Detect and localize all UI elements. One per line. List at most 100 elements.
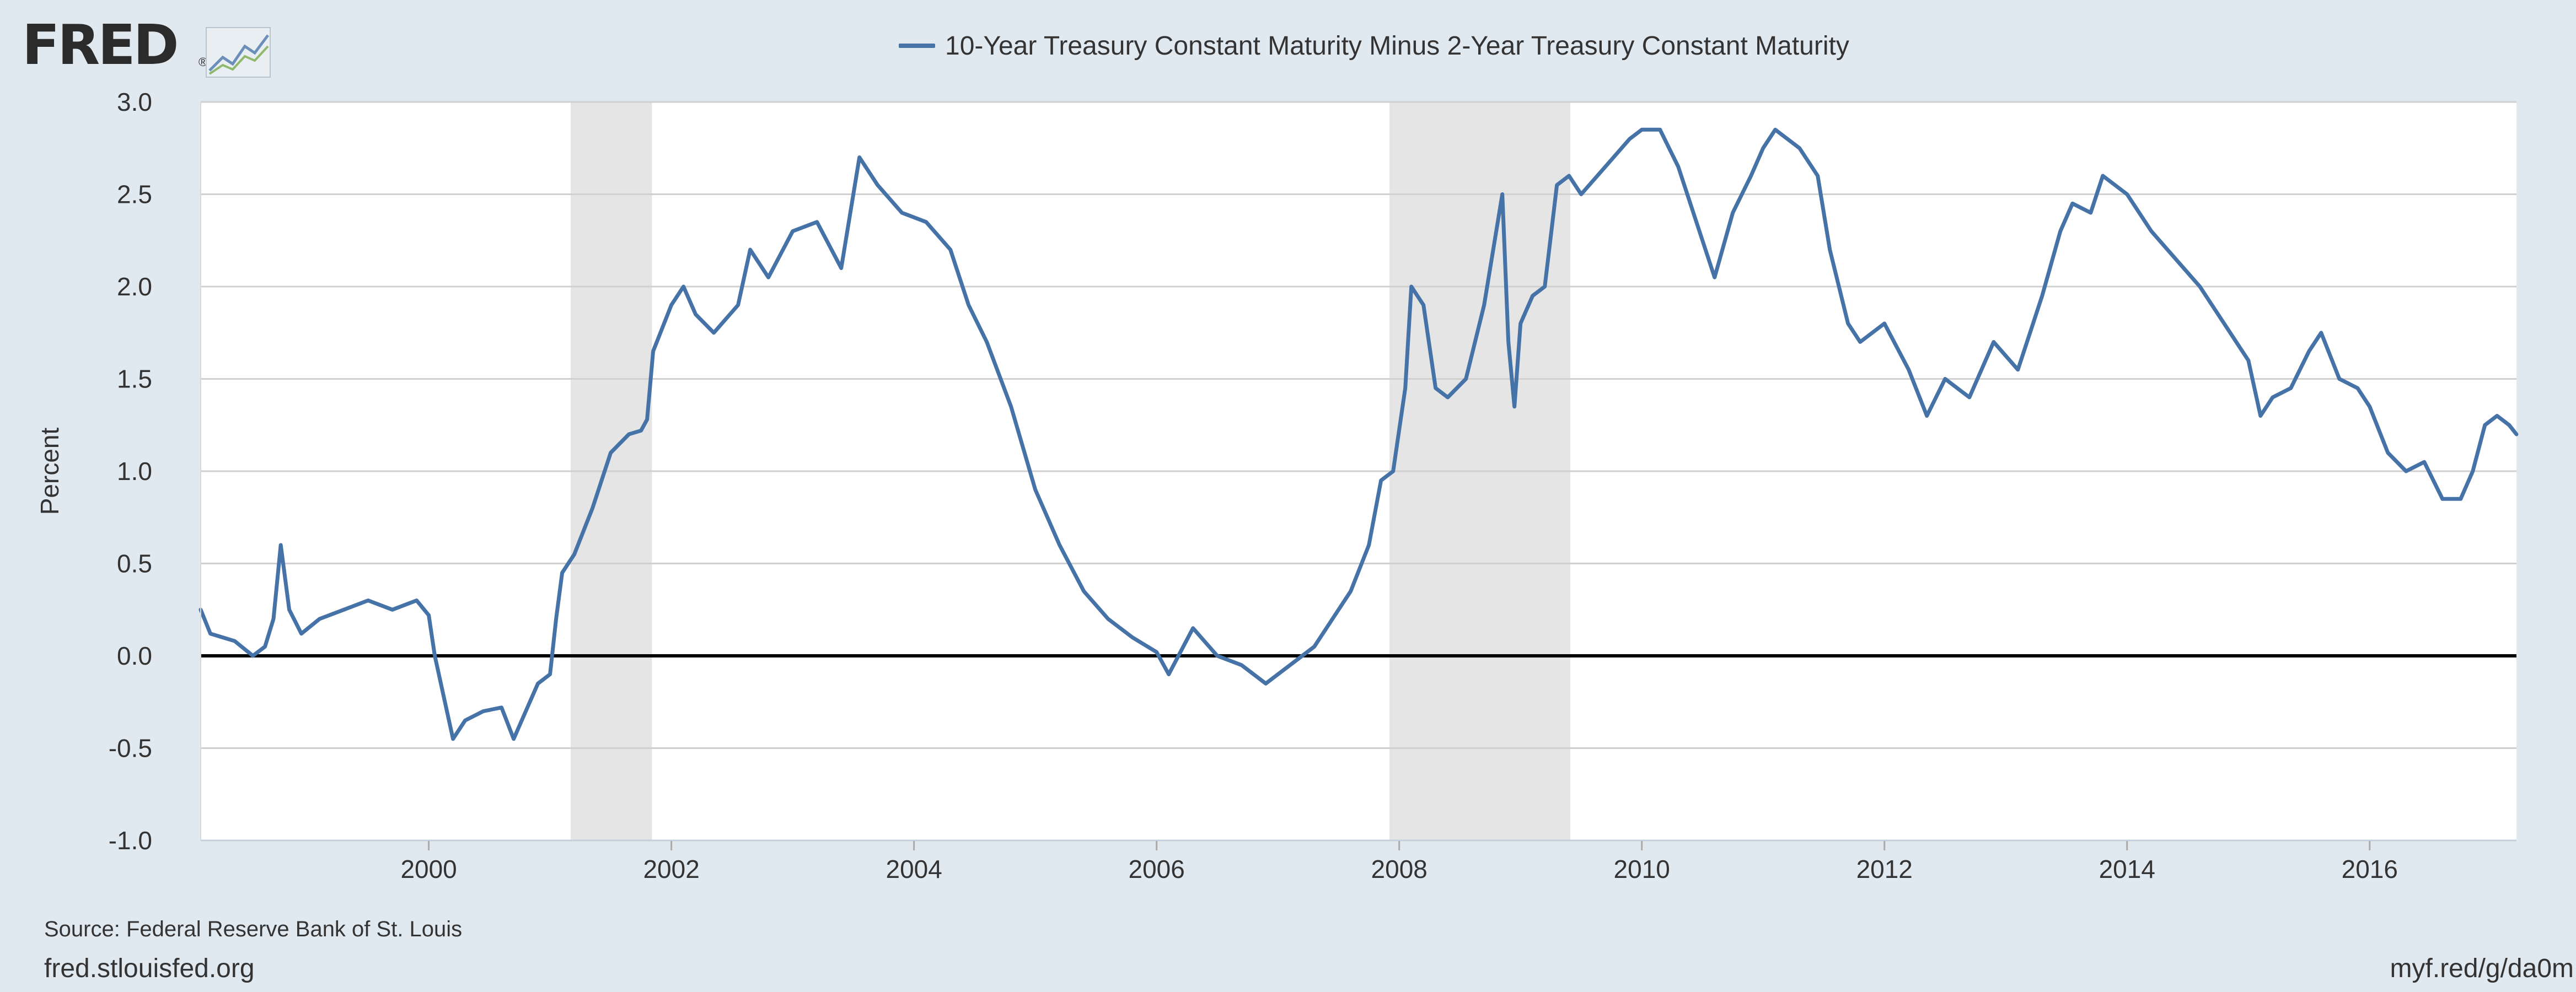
- data-point[interactable]: [1505, 339, 1512, 346]
- data-point[interactable]: [838, 265, 845, 272]
- data-point[interactable]: [947, 246, 954, 253]
- data-point[interactable]: [2172, 256, 2179, 262]
- data-point[interactable]: [1348, 588, 1354, 595]
- data-point[interactable]: [1639, 126, 1645, 133]
- data-point[interactable]: [1056, 542, 1063, 548]
- data-point[interactable]: [1730, 209, 1736, 216]
- data-point[interactable]: [1390, 468, 1397, 475]
- data-point[interactable]: [2039, 293, 2046, 299]
- data-point[interactable]: [1445, 394, 1451, 401]
- data-point[interactable]: [498, 704, 505, 711]
- data-point[interactable]: [535, 680, 541, 687]
- data-point[interactable]: [262, 643, 269, 650]
- chart-legend[interactable]: 10-Year Treasury Constant Maturity Minus…: [899, 26, 1849, 65]
- site-link[interactable]: fred.stlouisfed.org: [44, 954, 255, 983]
- data-point[interactable]: [765, 274, 772, 281]
- data-point[interactable]: [1499, 191, 1506, 198]
- data-point[interactable]: [2513, 431, 2520, 438]
- data-point[interactable]: [571, 551, 578, 558]
- data-point[interactable]: [1542, 283, 1548, 290]
- data-point[interactable]: [2057, 228, 2064, 235]
- data-point[interactable]: [1554, 182, 1560, 188]
- data-point[interactable]: [899, 209, 905, 216]
- data-point[interactable]: [1966, 394, 1973, 401]
- data-point[interactable]: [316, 616, 323, 622]
- data-point[interactable]: [735, 302, 742, 309]
- data-point[interactable]: [1942, 376, 1949, 382]
- data-point[interactable]: [277, 542, 284, 548]
- data-point[interactable]: [1008, 403, 1015, 410]
- data-point[interactable]: [1081, 588, 1087, 595]
- data-point[interactable]: [1311, 643, 1318, 650]
- data-point[interactable]: [1481, 302, 1488, 309]
- data-point[interactable]: [1105, 616, 1112, 622]
- data-point[interactable]: [2421, 459, 2428, 465]
- data-point[interactable]: [984, 339, 990, 346]
- data-point[interactable]: [1815, 172, 1821, 179]
- data-point[interactable]: [2306, 348, 2312, 354]
- data-point[interactable]: [432, 653, 438, 659]
- data-point[interactable]: [1287, 662, 1294, 668]
- data-point[interactable]: [1238, 662, 1245, 668]
- data-point[interactable]: [638, 427, 645, 434]
- data-point[interactable]: [2403, 468, 2409, 475]
- data-point[interactable]: [438, 680, 444, 687]
- data-point[interactable]: [2385, 450, 2391, 456]
- data-point[interactable]: [2087, 209, 2094, 216]
- data-point[interactable]: [1566, 172, 1573, 179]
- data-point[interactable]: [923, 219, 930, 225]
- data-point[interactable]: [2470, 468, 2476, 475]
- data-point[interactable]: [1366, 542, 1372, 548]
- data-point[interactable]: [1032, 487, 1039, 493]
- data-point[interactable]: [1166, 671, 1172, 678]
- data-point[interactable]: [480, 708, 487, 715]
- data-point[interactable]: [1657, 126, 1663, 133]
- data-point[interactable]: [2439, 495, 2446, 502]
- data-point[interactable]: [2148, 228, 2155, 235]
- short-url-link[interactable]: myf.red/g/da0m: [2390, 954, 2574, 983]
- data-point[interactable]: [1402, 385, 1409, 391]
- data-point[interactable]: [693, 311, 699, 317]
- data-point[interactable]: [1924, 413, 1930, 419]
- data-point[interactable]: [1796, 145, 1803, 152]
- data-point[interactable]: [1129, 634, 1136, 641]
- data-point[interactable]: [1748, 172, 1754, 179]
- data-point[interactable]: [2506, 422, 2513, 428]
- data-point[interactable]: [1420, 302, 1427, 309]
- data-point[interactable]: [1990, 339, 1997, 346]
- data-point[interactable]: [874, 182, 881, 188]
- data-point[interactable]: [2221, 320, 2228, 327]
- data-point[interactable]: [1530, 293, 1536, 299]
- data-point[interactable]: [341, 606, 347, 613]
- data-point[interactable]: [207, 630, 214, 637]
- data-point[interactable]: [2124, 191, 2130, 198]
- data-point[interactable]: [547, 671, 554, 678]
- data-point[interactable]: [1845, 320, 1852, 327]
- data-point[interactable]: [426, 612, 432, 618]
- data-point[interactable]: [626, 431, 632, 438]
- data-point[interactable]: [511, 736, 517, 742]
- data-point[interactable]: [644, 416, 651, 423]
- data-point[interactable]: [1153, 649, 1160, 655]
- data-point[interactable]: [1760, 145, 1767, 152]
- data-point[interactable]: [2257, 413, 2264, 419]
- data-point[interactable]: [2069, 200, 2076, 207]
- data-point[interactable]: [790, 228, 796, 235]
- data-point[interactable]: [462, 717, 469, 724]
- data-point[interactable]: [2457, 495, 2464, 502]
- data-point[interactable]: [856, 154, 863, 161]
- fred-logo[interactable]: FRED ®: [22, 12, 271, 78]
- data-point[interactable]: [608, 450, 614, 456]
- data-point[interactable]: [219, 634, 226, 641]
- data-point[interactable]: [1378, 477, 1384, 484]
- data-point[interactable]: [1827, 246, 1833, 253]
- data-point[interactable]: [553, 616, 560, 622]
- data-point[interactable]: [1772, 126, 1779, 133]
- data-point[interactable]: [668, 302, 675, 309]
- data-point[interactable]: [2245, 357, 2252, 364]
- data-point[interactable]: [965, 302, 972, 309]
- data-point[interactable]: [559, 569, 566, 576]
- data-point[interactable]: [1214, 653, 1221, 659]
- data-point[interactable]: [2100, 172, 2106, 179]
